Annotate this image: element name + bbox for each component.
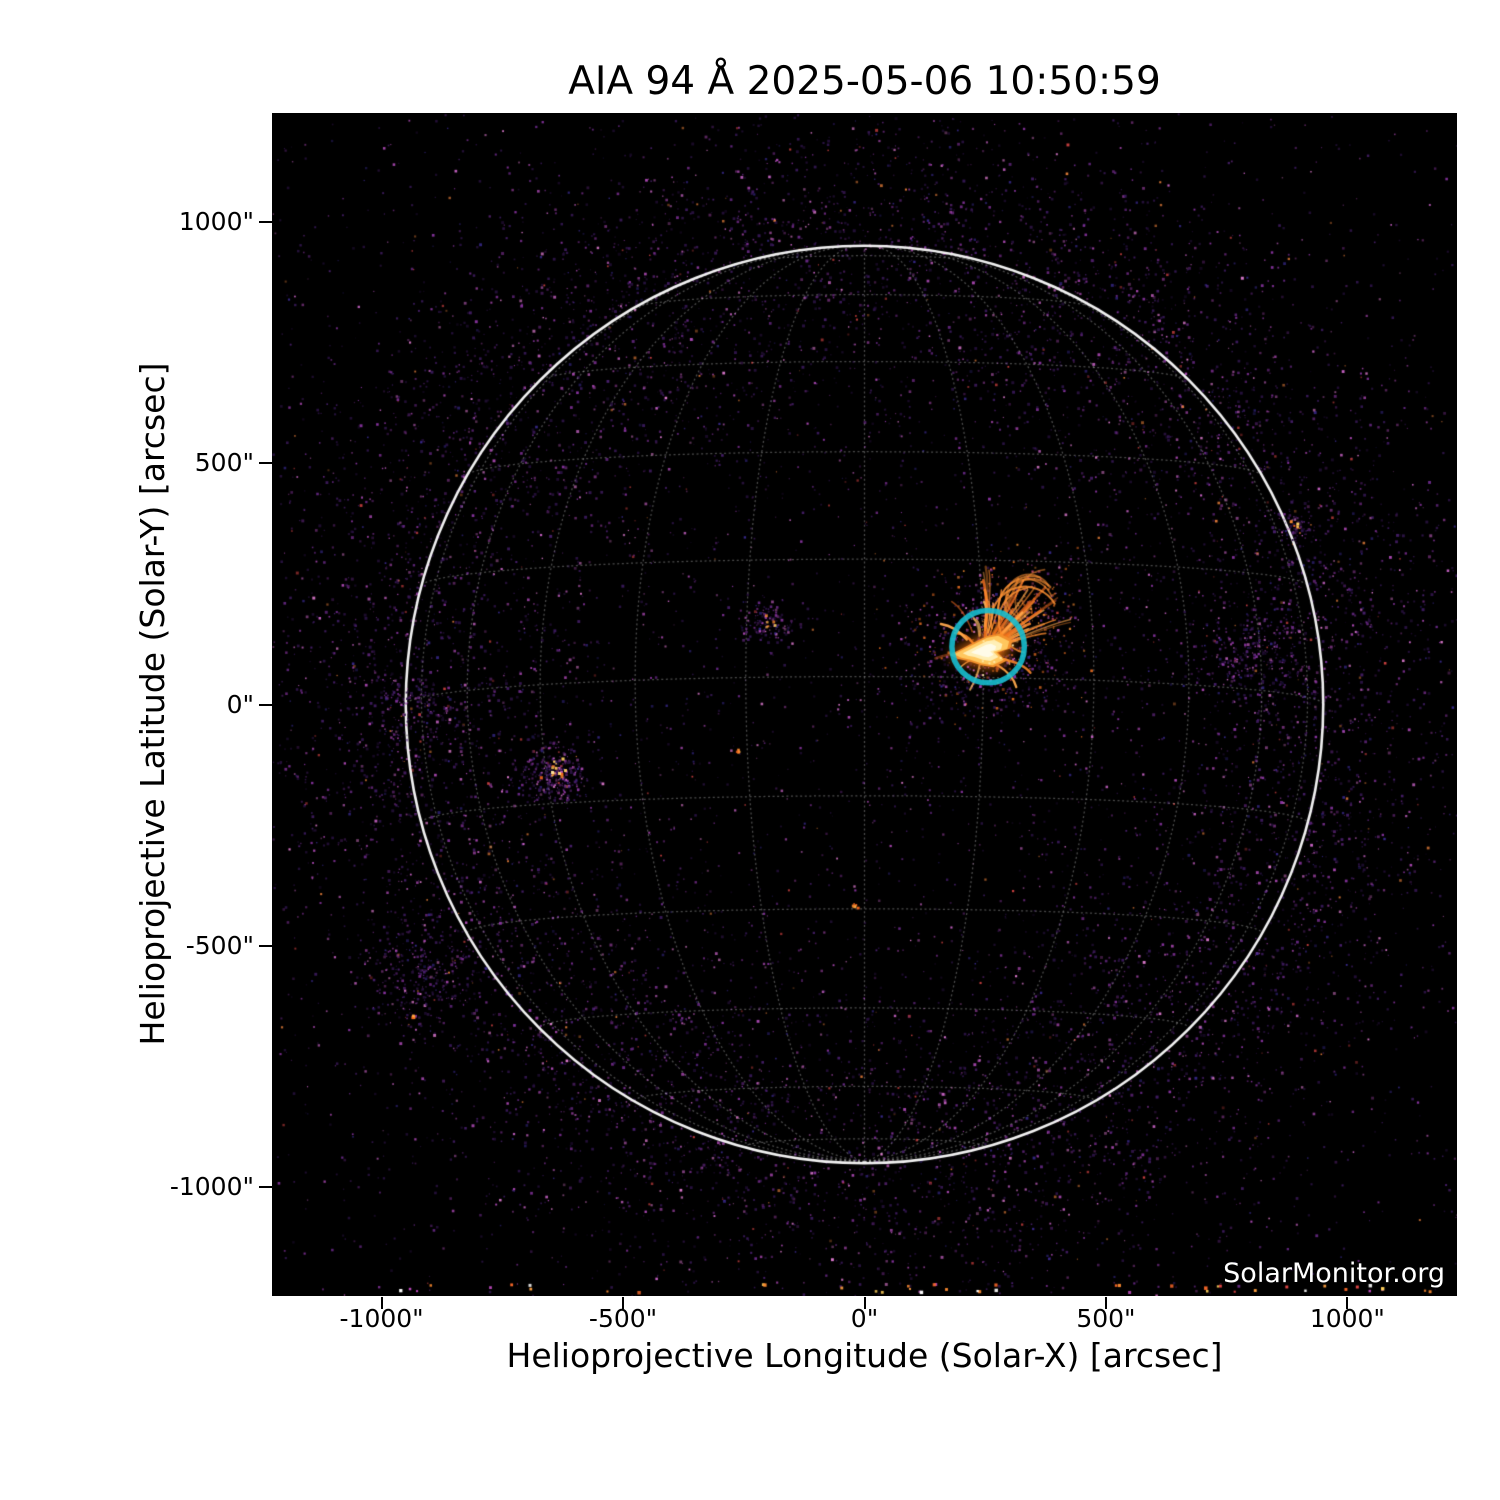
solar-disk-image [272,113,1457,1296]
x-tick-label: -500" [588,1304,658,1333]
x-tick-mark [622,1297,625,1309]
y-tick-mark [259,1185,272,1188]
x-tick-mark [863,1297,866,1309]
x-tick-mark [1346,1297,1349,1309]
y-tick-label: 500" [194,448,254,478]
x-tick-label: -1000" [339,1304,424,1333]
y-tick-mark [259,703,272,706]
y-tick-label: -500" [185,930,254,960]
y-tick-label: 0" [226,689,254,719]
x-tick-label: 1000" [1309,1304,1385,1333]
plot-area: SolarMonitor.org [272,113,1457,1296]
x-axis-label: Helioprojective Longitude (Solar-X) [arc… [506,1336,1223,1375]
credit-watermark: SolarMonitor.org [1223,1258,1445,1289]
y-tick-mark [259,462,272,465]
x-tick-mark [1104,1297,1107,1309]
x-tick-mark [380,1297,383,1309]
x-tick-label: 500" [1076,1304,1136,1333]
x-tick-label: 0" [850,1304,879,1333]
y-tick-mark [259,944,272,947]
chart-title: AIA 94 Å 2025-05-06 10:50:59 [568,59,1161,104]
y-tick-label: -1000" [169,1171,254,1201]
y-tick-mark [259,221,272,224]
y-tick-label: 1000" [178,207,254,237]
